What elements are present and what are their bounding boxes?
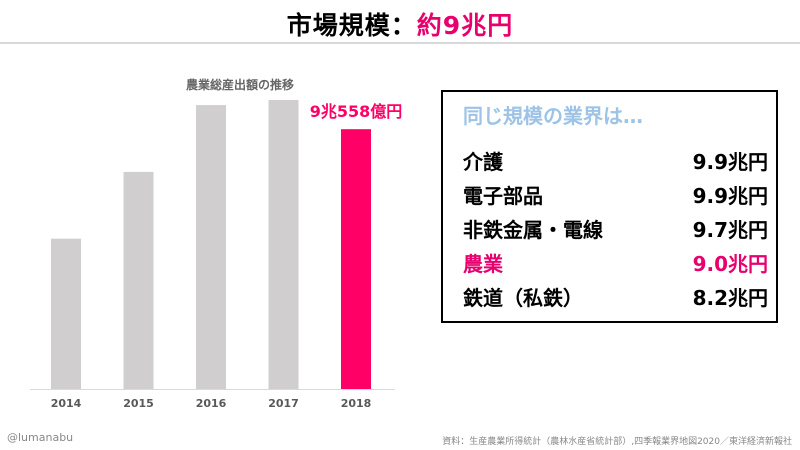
highlight-data-label: 9兆558億円 — [310, 102, 403, 121]
bar-2015 — [123, 171, 154, 389]
chart-title: 農業総産出額の推移 — [185, 78, 294, 92]
title-divider — [0, 42, 800, 44]
page-title-main: 市場規模： — [286, 11, 417, 40]
industry-value: 9.0兆円 — [692, 252, 768, 276]
industry-label: 農業 — [463, 252, 503, 276]
industry-label: 電子部品 — [463, 184, 543, 208]
author-credit: @lumanabu — [7, 431, 74, 444]
comparison-heading: 同じ規模の業界は… — [463, 104, 643, 128]
industry-value: 9.9兆円 — [692, 150, 768, 174]
bar-chart: 2014 2015 2016 2017 2018 9兆558億円 — [30, 100, 403, 410]
industry-value: 8.2兆円 — [692, 286, 768, 310]
comparison-row: 介護 9.9兆円 — [463, 146, 768, 178]
industry-label: 非鉄金属・電線 — [463, 218, 603, 242]
page-title: 市場規模：約9兆円 — [0, 6, 800, 42]
bar-2014 — [51, 238, 81, 389]
industry-label: 介護 — [463, 150, 503, 174]
bar-2016 — [196, 105, 226, 389]
bar-2017 — [268, 100, 299, 390]
comparison-row: 鉄道（私鉄） 8.2兆円 — [463, 282, 768, 314]
industry-value: 9.7兆円 — [692, 218, 768, 242]
x-tick-label-2018: 2018 — [341, 397, 372, 410]
bar-2018 — [341, 129, 371, 389]
source-note: 資料：生産農業所得統計（農林水産省統計部）,四季報業界地図2020／東洋経済新報… — [442, 437, 792, 447]
industry-label: 鉄道（私鉄） — [463, 286, 583, 310]
x-tick-label-2016: 2016 — [196, 397, 227, 410]
comparison-row: 電子部品 9.9兆円 — [463, 180, 768, 212]
comparison-row: 農業 9.0兆円 — [463, 248, 768, 280]
comparison-panel: 同じ規模の業界は… 介護 9.9兆円 電子部品 9.9兆円 非鉄金属・電線 9.7兆円 農業… — [441, 90, 778, 323]
industry-value: 9.9兆円 — [692, 184, 768, 208]
x-tick-label-2015: 2015 — [123, 397, 154, 410]
comparison-row: 非鉄金属・電線 9.7兆円 — [463, 214, 768, 246]
x-tick-label-2017: 2017 — [268, 397, 299, 410]
page-title-accent: 約9兆円 — [416, 11, 514, 40]
x-tick-label-2014: 2014 — [51, 397, 82, 410]
